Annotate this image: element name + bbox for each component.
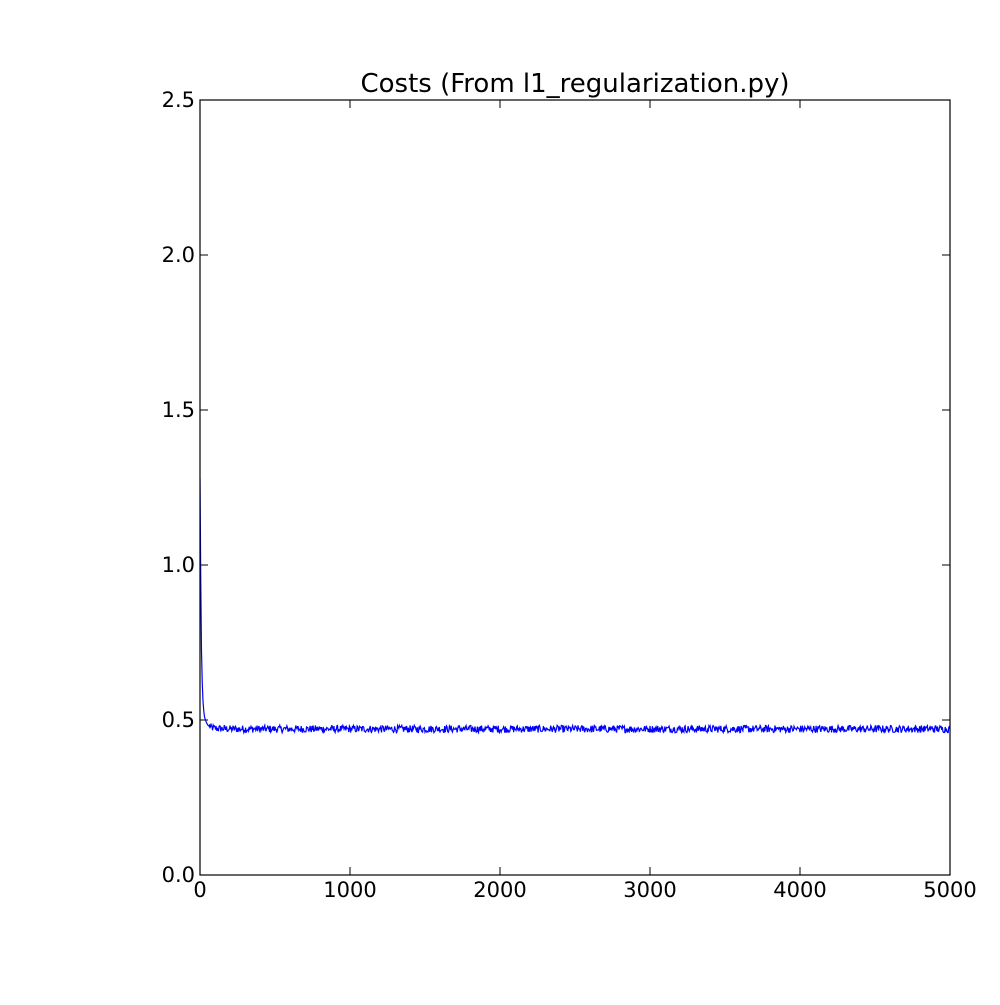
plot-frame: [199, 99, 951, 876]
cost-series-line: [200, 478, 950, 735]
y-tick-label: 0.5: [162, 708, 195, 732]
x-tick-label: 0: [193, 878, 206, 902]
chart-title: Costs (From l1_regularization.py): [360, 69, 789, 99]
x-tick-label: 1000: [323, 878, 376, 902]
y-tick-label: 2.5: [162, 88, 195, 112]
y-tick-label: 1.0: [162, 553, 195, 577]
x-tick-label: 2000: [473, 878, 526, 902]
y-tick-label: 2.0: [162, 243, 195, 267]
y-tick-label: 1.5: [162, 398, 195, 422]
x-tick-label: 5000: [923, 878, 976, 902]
y-tick-label: 0.0: [162, 863, 195, 887]
x-tick-label: 4000: [773, 878, 826, 902]
x-tick-label: 3000: [623, 878, 676, 902]
